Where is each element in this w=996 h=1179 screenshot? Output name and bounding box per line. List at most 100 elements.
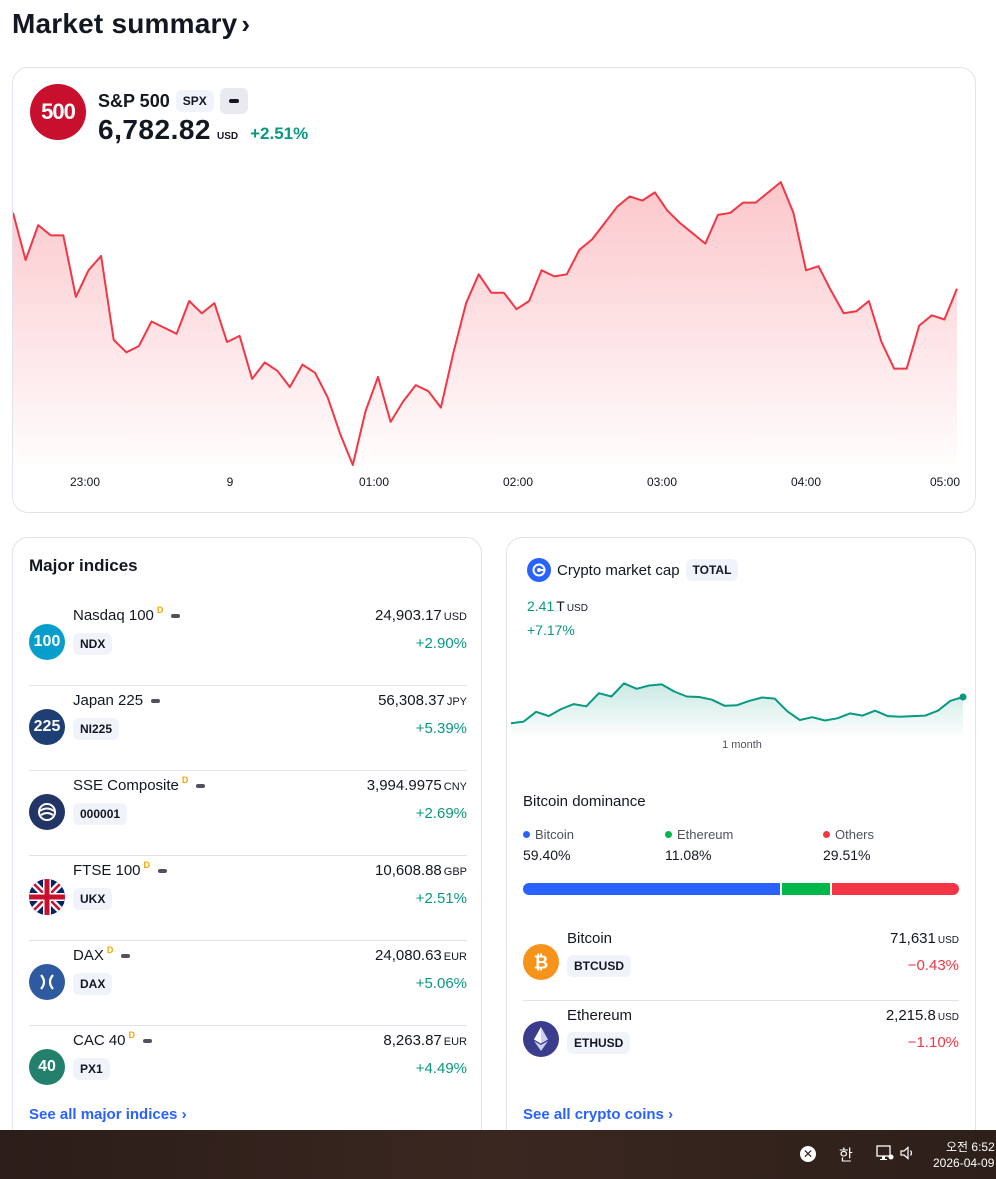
spx-line [13,181,958,466]
index-currency: USD [443,611,467,623]
spx-symbol-badge: SPX [175,90,214,112]
dominance-value: 29.51% [823,847,871,863]
dominance-name: Bitcoin [535,827,575,842]
index-value: 56,308.37 [378,692,445,709]
market-closed-icon [151,698,161,703]
coin-row[interactable]: Ethereum ETHUSD 2,215.8 USD −1.10% [523,1001,959,1078]
volume-icon[interactable] [900,1146,916,1165]
index-logo: 100 [29,624,65,660]
network-icon[interactable] [876,1145,894,1166]
close-icon[interactable]: ✕ [800,1146,816,1162]
index-name: Nasdaq 100 [73,607,154,624]
coin-change: −0.43% [907,957,959,974]
spx-area [13,182,957,466]
crypto-last-point [959,693,967,701]
index-logo-text: 100 [33,633,61,650]
index-name: SSE Composite [73,777,179,794]
dominance-name: Others [835,827,875,842]
coin-row[interactable]: ₿ Bitcoin BTCUSD 71,631 USD −0.43% [523,924,959,1001]
index-value: 3,994.9975 [366,777,442,794]
crypto-line [510,682,964,725]
delayed-flag: D [106,944,114,955]
dominance-segment [831,883,960,895]
crypto-symbol-badge: TOTAL [685,559,739,581]
uk-flag-icon [29,879,65,915]
spx-price: 6,782.82 [98,114,211,145]
index-row[interactable]: 40 CAC 40 D PX1 8,263.87 EUR +4.49% [29,1026,467,1111]
chevron-right-icon: › [181,1106,187,1123]
index-value: 8,263.87 [383,1032,442,1049]
legend-dot-icon [665,831,672,838]
index-currency: EUR [443,951,467,963]
index-logo-text: 225 [33,718,61,735]
crypto-market-cap-currency: USD [566,603,588,614]
index-row[interactable]: SSE Composite D 000001 3,994.9975 CNY +2.69% [29,771,467,856]
bitcoin-icon: ₿ [523,944,559,980]
index-logo-text: 40 [38,1058,56,1075]
index-change: +2.69% [415,805,467,822]
crypto-chart[interactable] [507,538,976,748]
spx-name: S&P 500 [98,90,170,111]
coin-change: −1.10% [907,1034,959,1051]
dominance-legend-item: Bitcoin [523,827,574,842]
x-tick-label: 23:00 [69,475,101,489]
clock-date[interactable]: 2026-04-09 [933,1156,995,1170]
chevron-right-icon: › [668,1106,674,1123]
index-logo: 40 [29,1049,65,1085]
index-symbol-badge: NI225 [73,718,120,740]
crypto-card: Crypto market cap TOTAL 2.41 T USD +7.17… [506,537,976,1157]
market-closed-icon [121,953,131,958]
crypto-market-cap-header[interactable]: Crypto market cap TOTAL [527,558,739,582]
index-change: +5.39% [415,720,467,737]
clock-time[interactable]: 오전 6:52 [946,1140,995,1154]
page-title-text: Market summary [12,8,238,39]
minus-icon [228,99,239,103]
index-symbol-badge: DAX [73,973,113,995]
major-indices-card: Major indices 100 Nasdaq 100 D NDX 24,903.17… [12,537,482,1157]
dax-logo-icon [29,964,65,1000]
index-symbol-badge: UKX [73,888,113,910]
market-closed-icon [143,1038,153,1043]
market-closed-icon [158,868,168,873]
index-name: DAX [73,947,104,964]
crypto-market-cap-unit: T [556,598,565,614]
see-all-crypto-coins-label: See all crypto coins [523,1106,664,1123]
index-symbol-badge: PX1 [73,1058,110,1080]
index-currency: CNY [443,781,467,793]
svg-text:₿: ₿ [534,953,549,974]
index-row[interactable]: 100 Nasdaq 100 D NDX 24,903.17 USD +2.90% [29,601,467,686]
index-name: CAC 40 [73,1032,126,1049]
market-closed-icon [196,783,206,788]
page-title[interactable]: Market summary › [12,8,250,40]
see-all-crypto-coins-link[interactable]: See all crypto coins › [523,1106,673,1123]
ime-indicator[interactable]: 한 [839,1147,853,1164]
index-row[interactable]: 225 Japan 225 NI225 56,308.37 JPY +5.39% [29,686,467,771]
dominance-segment [523,883,780,895]
crypto-total-icon [527,558,551,582]
dominance-segment [781,883,830,895]
market-status-button[interactable] [219,88,248,114]
index-row[interactable]: DAX D DAX 24,080.63 EUR +5.06% [29,941,467,1026]
coin-symbol-badge: ETHUSD [567,1032,631,1054]
market-closed-icon [171,613,181,618]
spx-card[interactable]: 500 S&P 500 SPX 6,782.82 USD +2.51% 23:0… [12,67,976,513]
dominance-bar [523,883,960,895]
dominance-legend-item: Others [823,827,874,842]
index-value: 10,608.88 [375,862,442,879]
bitcoin-dominance-title: Bitcoin dominance [523,793,646,810]
index-name: Japan 225 [73,692,144,709]
dominance-value: 59.40% [523,847,571,863]
crypto-market-cap-change: +7.17% [527,622,575,638]
x-tick-label: 04:00 [790,475,822,489]
see-all-major-indices-link[interactable]: See all major indices › [29,1106,187,1123]
index-change: +4.49% [415,1060,467,1077]
x-tick-label: 03:00 [646,475,678,489]
spx-currency: USD [217,131,239,142]
index-logo: 225 [29,709,65,745]
x-tick-label: 9 [226,475,234,489]
index-value: 24,903.17 [375,607,442,624]
index-change: +5.06% [415,975,467,992]
index-row[interactable]: FTSE 100 D UKX 10,608.88 GBP +2.51% [29,856,467,941]
x-tick-label: 01:00 [358,475,390,489]
spx-chart[interactable] [13,68,976,513]
